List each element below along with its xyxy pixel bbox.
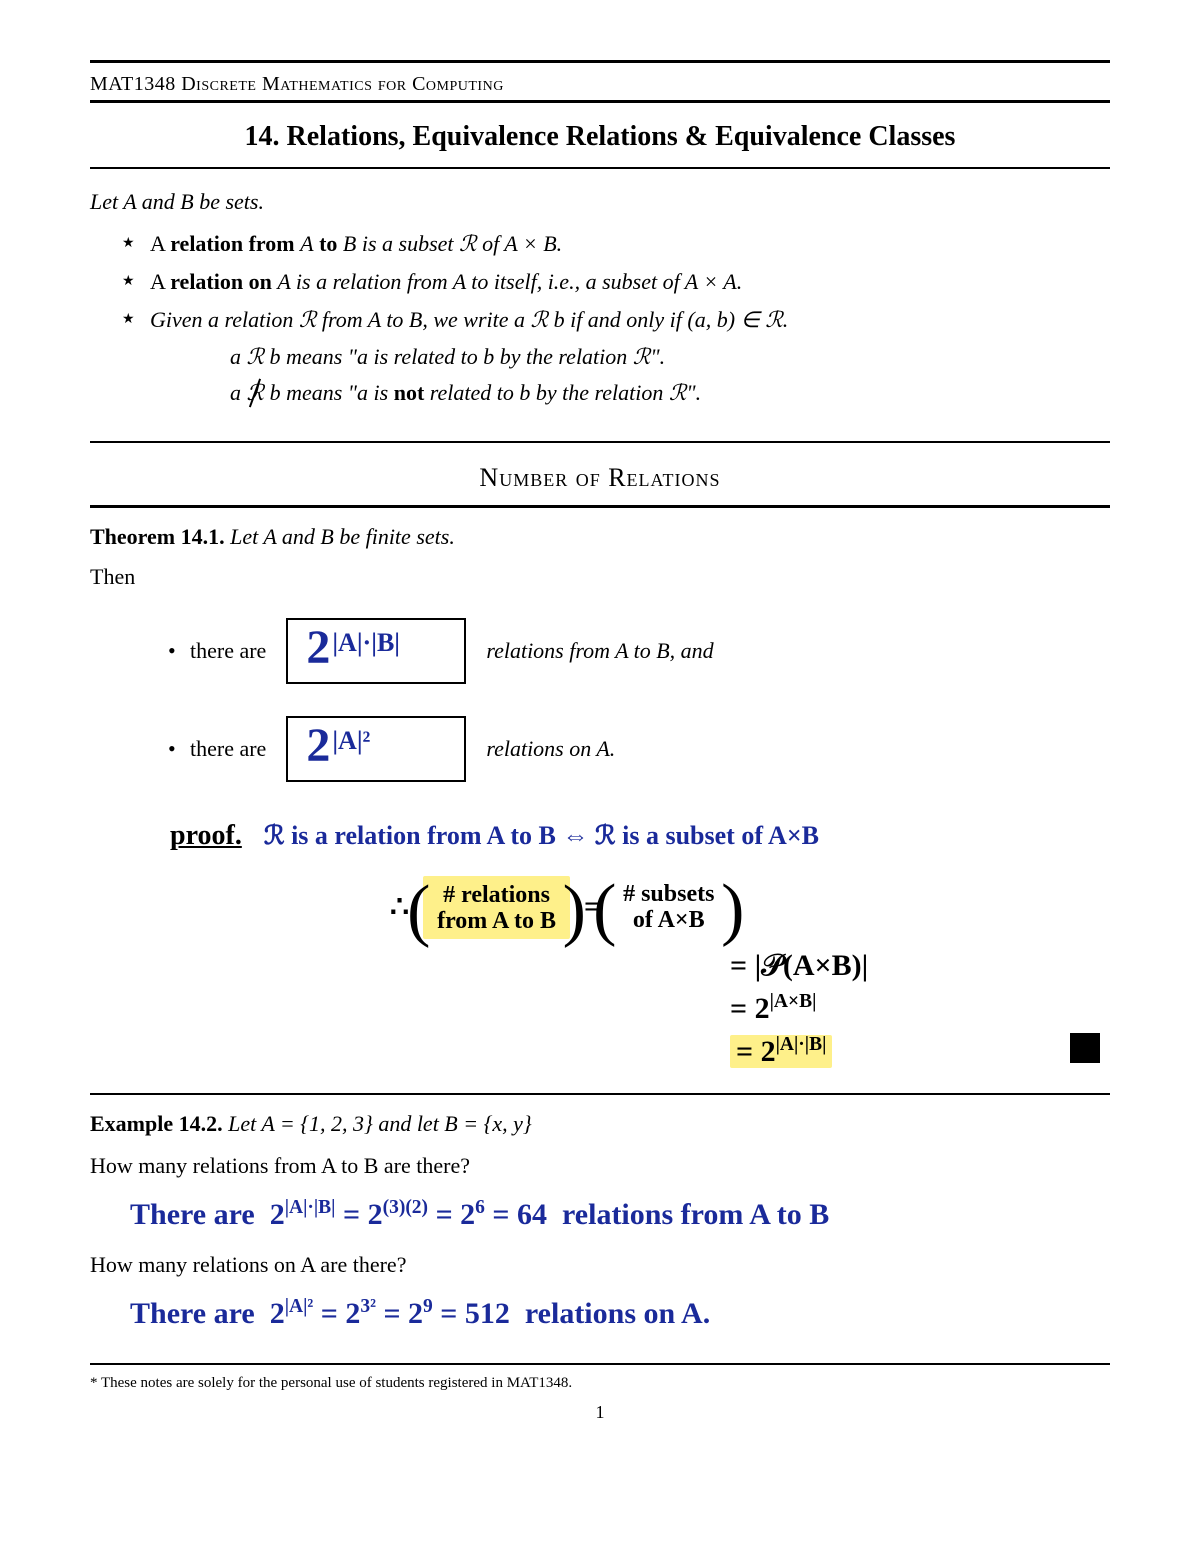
- page-number: 1: [90, 1398, 1110, 1423]
- theorem-item-1: there are 2 |A|·|B| relations from A to …: [190, 602, 1110, 700]
- answer-2: There are 2|A|² = 23² = 29 = 512 relatio…: [90, 1288, 1110, 1345]
- bullet-2: A relation on A is a relation from A to …: [150, 263, 1110, 301]
- deriv-eq-1: = |𝒫(A×B)|: [730, 945, 1110, 987]
- example-header: Example 14.2. Let A = {1, 2, 3} and let …: [90, 1109, 1110, 1147]
- question-2: How many relations on A are there?: [90, 1246, 1110, 1288]
- definition-list: A relation from A to B is a subset ℛ of …: [150, 225, 1110, 417]
- section-heading: Number of Relations: [90, 441, 1110, 505]
- bullet-1: A relation from A to B is a subset ℛ of …: [150, 225, 1110, 263]
- theorem-list: there are 2 |A|·|B| relations from A to …: [190, 602, 1110, 798]
- highlight-result: = 2|A|·|B|: [730, 1035, 832, 1068]
- deriv-eq-2: = 2|A×B|: [730, 987, 1110, 1030]
- course-header: MAT1348 Discrete Mathematics for Computi…: [90, 69, 1110, 100]
- theorem-header: Theorem 14.1. Let A and B be finite sets…: [90, 508, 1110, 556]
- example-block: Example 14.2. Let A = {1, 2, 3} and let …: [90, 1093, 1110, 1345]
- derivation: ∴ # relations from A to B = # subsets of…: [390, 870, 1110, 1073]
- question-1: How many relations from A to B are there…: [90, 1147, 1110, 1189]
- formula-box-2: 2 |A|²: [286, 716, 466, 782]
- qed-icon: [1070, 1033, 1100, 1063]
- proof-statement: ℛ is a relation from A to B ⇔ ℛ is a sub…: [264, 821, 819, 850]
- intro-text: Let A and B be sets.: [90, 169, 1110, 225]
- sub-list: a ℛ b means "a is related to b by the re…: [230, 339, 1110, 411]
- footnote: * These notes are solely for the persona…: [90, 1365, 1110, 1398]
- deriv-row-1: ∴ # relations from A to B = # subsets of…: [390, 870, 1110, 945]
- proof-block: proof. ℛ is a relation from A to B ⇔ ℛ i…: [170, 820, 1110, 1073]
- not-related-icon: ℛ: [247, 380, 265, 406]
- deriv-eq-3: = 2|A|·|B|: [730, 1030, 1110, 1073]
- sub-bullet-1: a ℛ b means "a is related to b by the re…: [230, 339, 1110, 375]
- paren-lhs: # relations from A to B: [429, 878, 564, 939]
- then-text: Then: [90, 556, 1110, 602]
- page-title: 14. Relations, Equivalence Relations & E…: [90, 103, 1110, 167]
- sub-bullet-2: a ℛ b means "a is not related to b by th…: [230, 375, 1110, 411]
- highlight-lhs: # relations from A to B: [423, 876, 570, 939]
- answer-1: There are 2|A|·|B| = 2(3)(2) = 26 = 64 r…: [90, 1189, 1110, 1246]
- proof-label: proof.: [170, 820, 242, 852]
- formula-box-1: 2 |A|·|B|: [286, 618, 466, 684]
- top-rule: [90, 60, 1110, 63]
- page: MAT1348 Discrete Mathematics for Computi…: [0, 0, 1200, 1463]
- theorem-item-2: there are 2 |A|² relations on A.: [190, 700, 1110, 798]
- paren-rhs: # subsets of A×B: [615, 877, 722, 938]
- bullet-3: Given a relation ℛ from A to B, we write…: [150, 301, 1110, 417]
